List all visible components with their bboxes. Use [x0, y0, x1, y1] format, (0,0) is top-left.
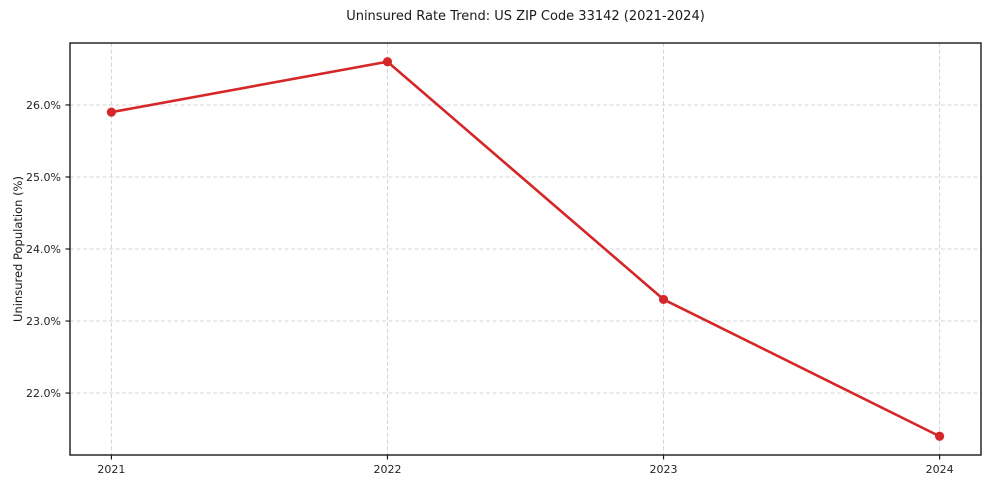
x-tick-label: 2021 [97, 463, 125, 476]
data-point [106, 107, 117, 117]
data-point [382, 57, 393, 67]
y-tick-label: 26.0% [26, 99, 61, 112]
x-tick-label: 2022 [373, 463, 401, 476]
x-tick-label: 2023 [650, 463, 678, 476]
y-tick-label: 25.0% [26, 171, 61, 184]
y-tick-label: 22.0% [26, 387, 61, 400]
y-tick-label: 23.0% [26, 315, 61, 328]
x-tick-label: 2024 [926, 463, 954, 476]
y-axis-label-text: Uninsured Population (%) [11, 176, 25, 322]
data-point [934, 431, 945, 441]
trend-line [110, 60, 941, 438]
data-point [658, 294, 669, 305]
y-tick-label: 24.0% [26, 243, 61, 256]
chart-title: Uninsured Rate Trend: US ZIP Code 33142 … [346, 9, 705, 24]
